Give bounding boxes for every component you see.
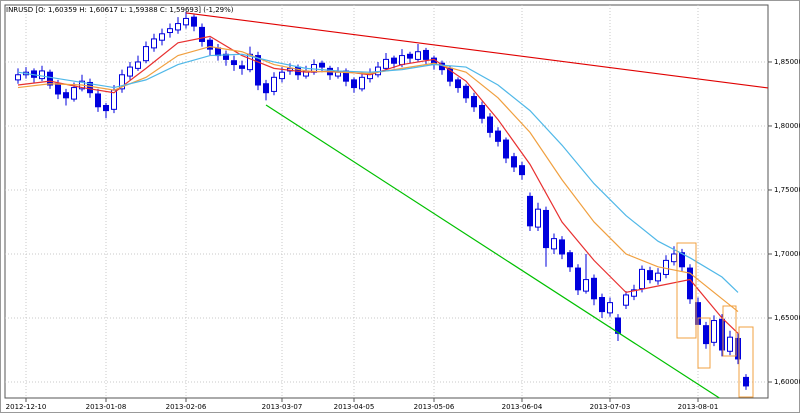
candle-body (671, 253, 677, 263)
candle-body (199, 26, 205, 42)
candle-body (119, 74, 125, 90)
x-tick-label: 2013-01-08 (86, 403, 127, 411)
candle-body (47, 71, 53, 86)
candle-body (487, 116, 493, 133)
candle-body (231, 60, 237, 66)
candle-body (87, 81, 93, 94)
candle-body (191, 16, 197, 27)
candle-body (143, 46, 149, 62)
candle-body (151, 38, 157, 49)
candle-body (519, 165, 525, 176)
candle-body (503, 139, 509, 159)
candle-body (383, 58, 389, 69)
candle-body (711, 320, 717, 343)
chart-title: INRUSD [O: 1,60359 H: 1,60617 L: 1,59388… (6, 6, 234, 14)
candle-body (399, 55, 405, 66)
x-tick-label: 2013-03-07 (262, 403, 303, 411)
candle-body (39, 70, 45, 80)
candle-body (423, 49, 429, 60)
candle-body (551, 238, 557, 250)
candle-body (223, 53, 229, 60)
y-tick-label: 1,70000 (774, 250, 800, 258)
y-tick-label: 1,80000 (774, 122, 800, 130)
candle-body (639, 268, 645, 290)
candle-body (543, 209, 549, 249)
y-tick-label: 1,75000 (774, 186, 800, 194)
candle-body (623, 294, 629, 306)
candle-body (607, 302, 613, 314)
candle-body (71, 87, 77, 100)
candle-body (183, 17, 189, 26)
y-tick-label: 1,85000 (774, 58, 800, 66)
candle-body (575, 267, 581, 291)
line (17, 35, 739, 334)
candle-body (471, 96, 477, 108)
candle-body (655, 272, 661, 282)
y-tick-label: 1,65000 (774, 314, 800, 322)
candle-body (527, 195, 533, 227)
candle-body (15, 74, 21, 81)
line (17, 53, 739, 293)
candle-body (239, 65, 245, 69)
candle-body (615, 317, 621, 334)
candle-body (95, 93, 101, 108)
candle-body (679, 252, 685, 268)
candle-body (591, 277, 597, 300)
candle-body (559, 239, 565, 255)
candle-body (583, 279, 589, 292)
candle-body (319, 62, 325, 68)
candle-body (447, 67, 453, 82)
candle-body (455, 79, 461, 89)
candle-body (495, 130, 501, 142)
candle-body (271, 76, 277, 92)
candle-body (647, 270, 653, 281)
candle-body (599, 297, 605, 313)
candle-body (63, 92, 69, 99)
candle-body (215, 47, 221, 57)
candle-body (255, 55, 261, 86)
x-tick-label: 2013-02-06 (166, 403, 207, 411)
candle-body (703, 325, 709, 345)
candle-body (359, 76, 365, 90)
candle-body (511, 156, 517, 168)
candle-body (415, 51, 421, 60)
line (185, 12, 768, 89)
candle-body (127, 66, 133, 77)
x-tick-label: 2013-05-06 (414, 403, 455, 411)
annotation-boxes (676, 242, 754, 398)
candle-body (407, 53, 413, 59)
y-tick-label: 1,60000 (774, 378, 800, 386)
candle-body (175, 23, 181, 31)
marks (15, 12, 768, 398)
candle-body (479, 104, 485, 119)
candle-body (167, 28, 173, 34)
candle-body (727, 336, 733, 352)
candle-body (55, 83, 61, 95)
candle-body (567, 252, 573, 268)
candle-body (135, 61, 141, 69)
line (265, 104, 721, 398)
x-tick-label: 2013-06-04 (502, 403, 543, 411)
candle-body (351, 79, 357, 89)
axes: 1,60000 1,65000 1,70000 1,75000 1,80000 1,850… (6, 58, 800, 411)
candle-body (463, 85, 469, 99)
candle-body (391, 57, 397, 64)
candle-body (279, 71, 285, 80)
candle-body (743, 376, 749, 387)
candle-body (535, 208, 541, 228)
x-tick-label: 2013-04-05 (334, 403, 375, 411)
candle-body (719, 318, 725, 351)
candle-body (159, 33, 165, 41)
x-tick-label: 2012-12-10 (6, 403, 47, 411)
candle-body (263, 83, 269, 94)
candle-body (103, 104, 109, 112)
candle-body (207, 39, 213, 50)
x-tick-label: 2013-07-03 (590, 403, 631, 411)
x-tick-label: 2013-08-01 (678, 403, 719, 411)
candle-body (631, 289, 637, 297)
